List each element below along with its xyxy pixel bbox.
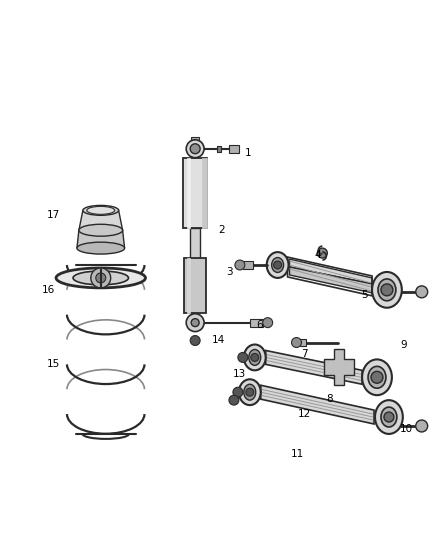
Ellipse shape: [272, 257, 283, 272]
Ellipse shape: [73, 271, 128, 285]
Polygon shape: [290, 267, 372, 293]
Text: 1: 1: [244, 148, 251, 158]
Ellipse shape: [244, 384, 256, 400]
Text: 7: 7: [301, 350, 308, 359]
Circle shape: [318, 248, 327, 258]
Polygon shape: [191, 137, 199, 140]
Ellipse shape: [244, 344, 266, 370]
Circle shape: [229, 395, 239, 405]
Polygon shape: [202, 158, 207, 228]
Text: 16: 16: [42, 285, 55, 295]
Circle shape: [190, 144, 200, 154]
Text: 8: 8: [326, 394, 332, 404]
Text: 2: 2: [219, 225, 225, 235]
Polygon shape: [324, 350, 354, 385]
Text: 3: 3: [226, 267, 233, 277]
Circle shape: [191, 319, 199, 327]
Ellipse shape: [375, 400, 403, 434]
Circle shape: [190, 336, 200, 345]
Circle shape: [416, 420, 427, 432]
Ellipse shape: [368, 366, 386, 388]
Polygon shape: [243, 261, 253, 269]
Circle shape: [235, 260, 245, 270]
Polygon shape: [261, 385, 374, 424]
Circle shape: [251, 353, 259, 361]
Circle shape: [384, 412, 394, 422]
Circle shape: [263, 318, 273, 328]
Polygon shape: [77, 230, 124, 248]
Text: 6: 6: [256, 320, 263, 329]
Circle shape: [292, 337, 301, 348]
Circle shape: [246, 388, 254, 396]
Ellipse shape: [77, 242, 124, 254]
Polygon shape: [290, 259, 372, 284]
Polygon shape: [187, 158, 190, 228]
Ellipse shape: [239, 379, 261, 405]
Ellipse shape: [87, 206, 115, 214]
Polygon shape: [79, 211, 123, 230]
Text: 12: 12: [298, 409, 311, 419]
Ellipse shape: [249, 350, 261, 365]
Polygon shape: [187, 258, 190, 313]
Text: 5: 5: [361, 290, 367, 300]
Circle shape: [91, 268, 111, 288]
Text: 11: 11: [291, 449, 304, 459]
Polygon shape: [388, 288, 392, 296]
Ellipse shape: [56, 268, 145, 288]
Circle shape: [238, 352, 248, 362]
Circle shape: [416, 286, 427, 298]
Ellipse shape: [362, 359, 392, 395]
Ellipse shape: [381, 407, 397, 427]
Circle shape: [96, 273, 106, 283]
Circle shape: [371, 372, 383, 383]
Circle shape: [186, 314, 204, 332]
Polygon shape: [229, 145, 239, 153]
Text: 9: 9: [400, 340, 407, 350]
Ellipse shape: [267, 252, 289, 278]
Text: 4: 4: [314, 250, 321, 260]
Ellipse shape: [372, 272, 402, 308]
Text: 17: 17: [46, 211, 60, 220]
Text: 15: 15: [46, 359, 60, 369]
Circle shape: [381, 284, 393, 296]
Ellipse shape: [378, 279, 396, 301]
Circle shape: [186, 140, 204, 158]
Polygon shape: [184, 258, 206, 313]
Ellipse shape: [79, 224, 123, 236]
Polygon shape: [266, 351, 362, 384]
Polygon shape: [183, 158, 207, 228]
Polygon shape: [300, 338, 307, 346]
Polygon shape: [250, 319, 263, 327]
Text: 10: 10: [400, 424, 413, 434]
Polygon shape: [388, 422, 392, 430]
Polygon shape: [217, 146, 221, 152]
Circle shape: [274, 261, 282, 269]
Circle shape: [233, 387, 243, 397]
Polygon shape: [190, 228, 200, 278]
Text: 14: 14: [212, 335, 225, 344]
Text: 13: 13: [233, 369, 247, 379]
Ellipse shape: [83, 205, 119, 215]
